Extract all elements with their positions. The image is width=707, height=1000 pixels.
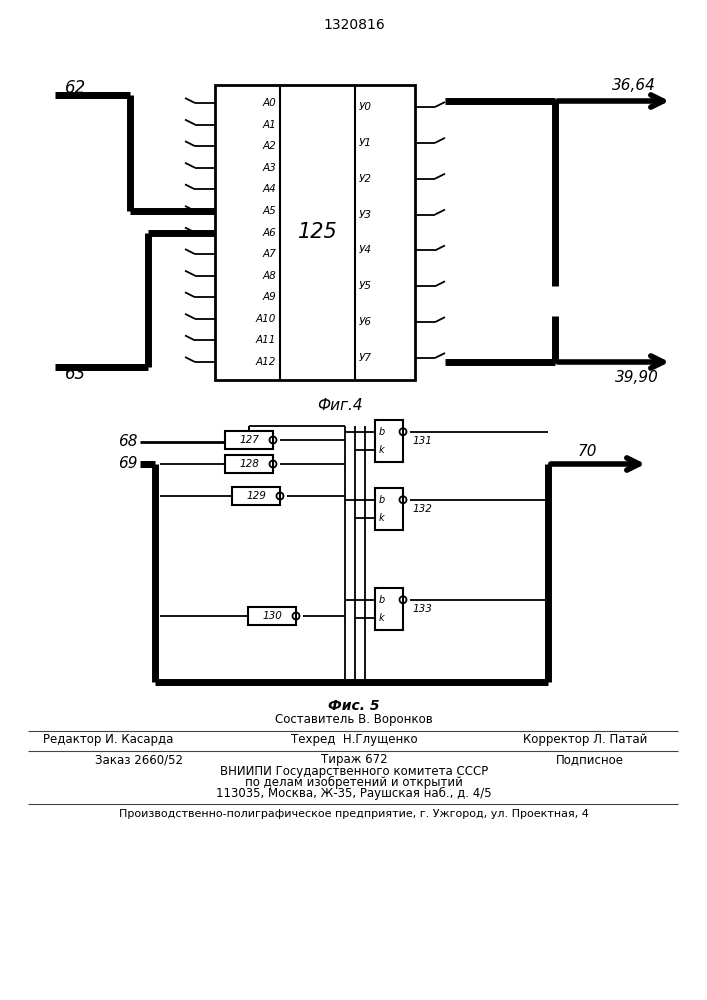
Text: Техред  Н.Глущенко: Техред Н.Глущенко bbox=[291, 734, 417, 746]
Text: 128: 128 bbox=[239, 459, 259, 469]
Text: 39,90: 39,90 bbox=[615, 370, 659, 385]
Bar bbox=[375, 420, 403, 462]
Text: Фис. 5: Фис. 5 bbox=[328, 699, 380, 713]
Text: b: b bbox=[379, 495, 385, 505]
Text: У7: У7 bbox=[359, 353, 372, 363]
Text: Составитель В. Воронков: Составитель В. Воронков bbox=[275, 714, 433, 726]
Text: 113035, Москва, Ж-35, Раушская наб., д. 4/5: 113035, Москва, Ж-35, Раушская наб., д. … bbox=[216, 786, 492, 800]
Text: 125: 125 bbox=[298, 223, 337, 242]
Bar bbox=[375, 588, 403, 630]
Text: У6: У6 bbox=[359, 317, 372, 327]
Bar bbox=[225, 455, 273, 473]
Text: A2: A2 bbox=[262, 141, 276, 151]
Text: A5: A5 bbox=[262, 206, 276, 216]
Text: У1: У1 bbox=[359, 138, 372, 148]
Text: ВНИИПИ Государственного комитета СССР: ВНИИПИ Государственного комитета СССР bbox=[220, 764, 488, 778]
Text: У5: У5 bbox=[359, 281, 372, 291]
Text: 63: 63 bbox=[65, 365, 86, 383]
Text: b: b bbox=[379, 427, 385, 437]
Text: Редактор И. Касарда: Редактор И. Касарда bbox=[43, 734, 173, 746]
Text: 70: 70 bbox=[578, 444, 597, 460]
Text: A1: A1 bbox=[262, 120, 276, 130]
Text: 130: 130 bbox=[262, 611, 282, 621]
Text: A12: A12 bbox=[256, 357, 276, 367]
Text: 132: 132 bbox=[413, 504, 433, 514]
Text: 131: 131 bbox=[413, 436, 433, 446]
Text: Подписное: Подписное bbox=[556, 754, 624, 766]
Text: по делам изобретений и открытий: по делам изобретений и открытий bbox=[245, 775, 463, 789]
Text: k: k bbox=[379, 445, 385, 455]
Text: k: k bbox=[379, 613, 385, 623]
Text: Тираж 672: Тираж 672 bbox=[321, 754, 387, 766]
Bar bbox=[215, 85, 415, 380]
Text: A0: A0 bbox=[262, 98, 276, 108]
Text: Фиг.4: Фиг.4 bbox=[317, 397, 363, 412]
Text: 127: 127 bbox=[239, 435, 259, 445]
Text: k: k bbox=[379, 513, 385, 523]
Text: У2: У2 bbox=[359, 174, 372, 184]
Text: A6: A6 bbox=[262, 228, 276, 237]
Text: 129: 129 bbox=[246, 491, 266, 501]
Text: Корректор Л. Патай: Корректор Л. Патай bbox=[522, 734, 647, 746]
Text: У4: У4 bbox=[359, 245, 372, 255]
Text: A4: A4 bbox=[262, 184, 276, 194]
Text: 68: 68 bbox=[119, 434, 138, 450]
Text: b: b bbox=[379, 595, 385, 605]
Bar bbox=[248, 607, 296, 625]
Text: A7: A7 bbox=[262, 249, 276, 259]
Text: У0: У0 bbox=[359, 102, 372, 112]
Text: 133: 133 bbox=[413, 604, 433, 614]
Text: A3: A3 bbox=[262, 163, 276, 173]
Text: 62: 62 bbox=[65, 79, 86, 97]
Text: У3: У3 bbox=[359, 210, 372, 220]
Text: 1320816: 1320816 bbox=[323, 18, 385, 32]
Text: A9: A9 bbox=[262, 292, 276, 302]
Bar bbox=[232, 487, 280, 505]
Text: 69: 69 bbox=[119, 456, 138, 472]
Bar bbox=[375, 488, 403, 530]
Text: Производственно-полиграфическое предприятие, г. Ужгород, ул. Проектная, 4: Производственно-полиграфическое предприя… bbox=[119, 809, 589, 819]
Text: A8: A8 bbox=[262, 271, 276, 281]
Text: A11: A11 bbox=[256, 335, 276, 345]
Text: 36,64: 36,64 bbox=[612, 78, 656, 93]
Text: Заказ 2660/52: Заказ 2660/52 bbox=[95, 754, 183, 766]
Text: A10: A10 bbox=[256, 314, 276, 324]
Bar bbox=[225, 431, 273, 449]
